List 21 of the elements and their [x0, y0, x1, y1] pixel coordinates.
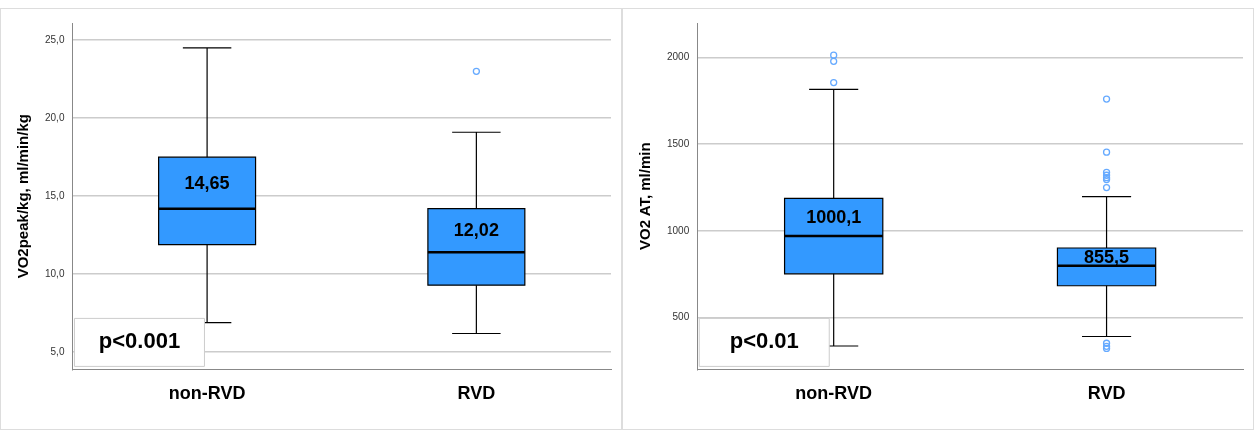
y-axis-title: VO2 AT, ml/min: [636, 142, 654, 250]
annotation: 855,5: [1084, 246, 1130, 267]
y-tick-label: 10,0: [44, 267, 65, 279]
annotation: p<0.01: [729, 328, 799, 354]
y-axis-title: VO2peak/kg, ml/min/kg: [14, 114, 32, 279]
x-tick-label: RVD: [1087, 383, 1126, 404]
x-tick-label: RVD: [457, 383, 496, 404]
y-tick-label: 2000: [667, 51, 690, 63]
y-tick-label: 20,0: [44, 111, 65, 123]
y-tick-label: 25,0: [44, 33, 65, 45]
y-tick-label: 1500: [667, 137, 690, 149]
y-tick-label: 15,0: [44, 189, 65, 201]
x-tick-label: non-RVD: [795, 383, 873, 404]
y-tick-label: 1000: [667, 224, 690, 236]
annotation: p<0.001: [98, 328, 181, 354]
x-tick-label: non-RVD: [168, 383, 246, 404]
y-tick-label: 5,0: [50, 345, 65, 357]
y-tick-label: 500: [672, 311, 690, 323]
annotation: 14,65: [184, 172, 230, 193]
annotation: 1000,1: [806, 207, 862, 228]
annotation: 12,02: [453, 220, 499, 241]
